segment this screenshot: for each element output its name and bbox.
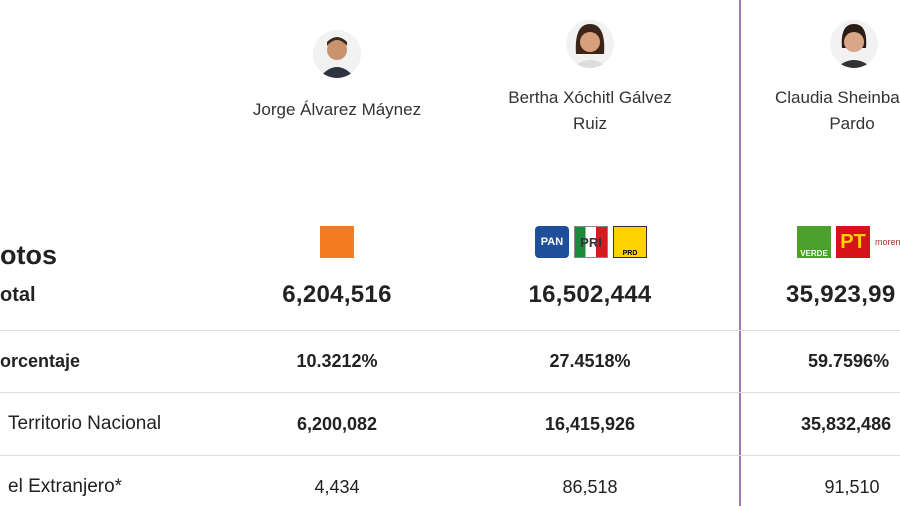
- row-label: el Extranjero*: [8, 476, 123, 497]
- party-logo: PT: [836, 226, 870, 258]
- party-logo: PAN: [535, 226, 569, 258]
- party-logo: PRI: [574, 226, 608, 258]
- row-divider: [0, 455, 900, 456]
- candidate-name: Bertha Xóchitl Gálvez: [508, 88, 672, 107]
- candidate-name: Jorge Álvarez Máynez: [252, 100, 422, 119]
- cell: 91,510: [824, 477, 880, 497]
- section-title: otos: [0, 240, 57, 270]
- candidate-name: Ruiz: [572, 114, 608, 133]
- cell: 16,415,926: [544, 414, 636, 434]
- party-logo: VERDE: [797, 226, 831, 258]
- cell: 10.3212%: [296, 351, 378, 371]
- cell: 6,204,516: [282, 281, 392, 308]
- row-label: otal: [0, 284, 36, 306]
- row-label: orcentaje: [0, 351, 81, 371]
- cell: 4,434: [314, 477, 360, 497]
- candidate-name: Pardo: [829, 114, 875, 133]
- candidate-photo: [830, 20, 878, 68]
- cell: 35,832,486: [801, 414, 892, 434]
- cell: 59.7596%: [808, 351, 890, 371]
- row-label: Territorio Nacional: [8, 413, 162, 434]
- candidate-photo: [566, 20, 614, 68]
- cell: 16,502,444: [528, 281, 652, 308]
- candidate-name: Claudia Sheinba: [775, 88, 900, 107]
- party-logo: PRD: [613, 226, 647, 258]
- highlight-divider: [739, 0, 741, 506]
- cell: 86,518: [562, 477, 618, 497]
- row-divider: [0, 330, 900, 331]
- cell: 35,923,99: [786, 281, 896, 308]
- party-logo: morena: [875, 237, 900, 247]
- party-logo: [320, 226, 354, 258]
- cell: 6,200,082: [296, 414, 378, 434]
- row-divider: [0, 392, 900, 393]
- cell: 27.4518%: [549, 351, 631, 371]
- candidate-photo: [313, 30, 361, 78]
